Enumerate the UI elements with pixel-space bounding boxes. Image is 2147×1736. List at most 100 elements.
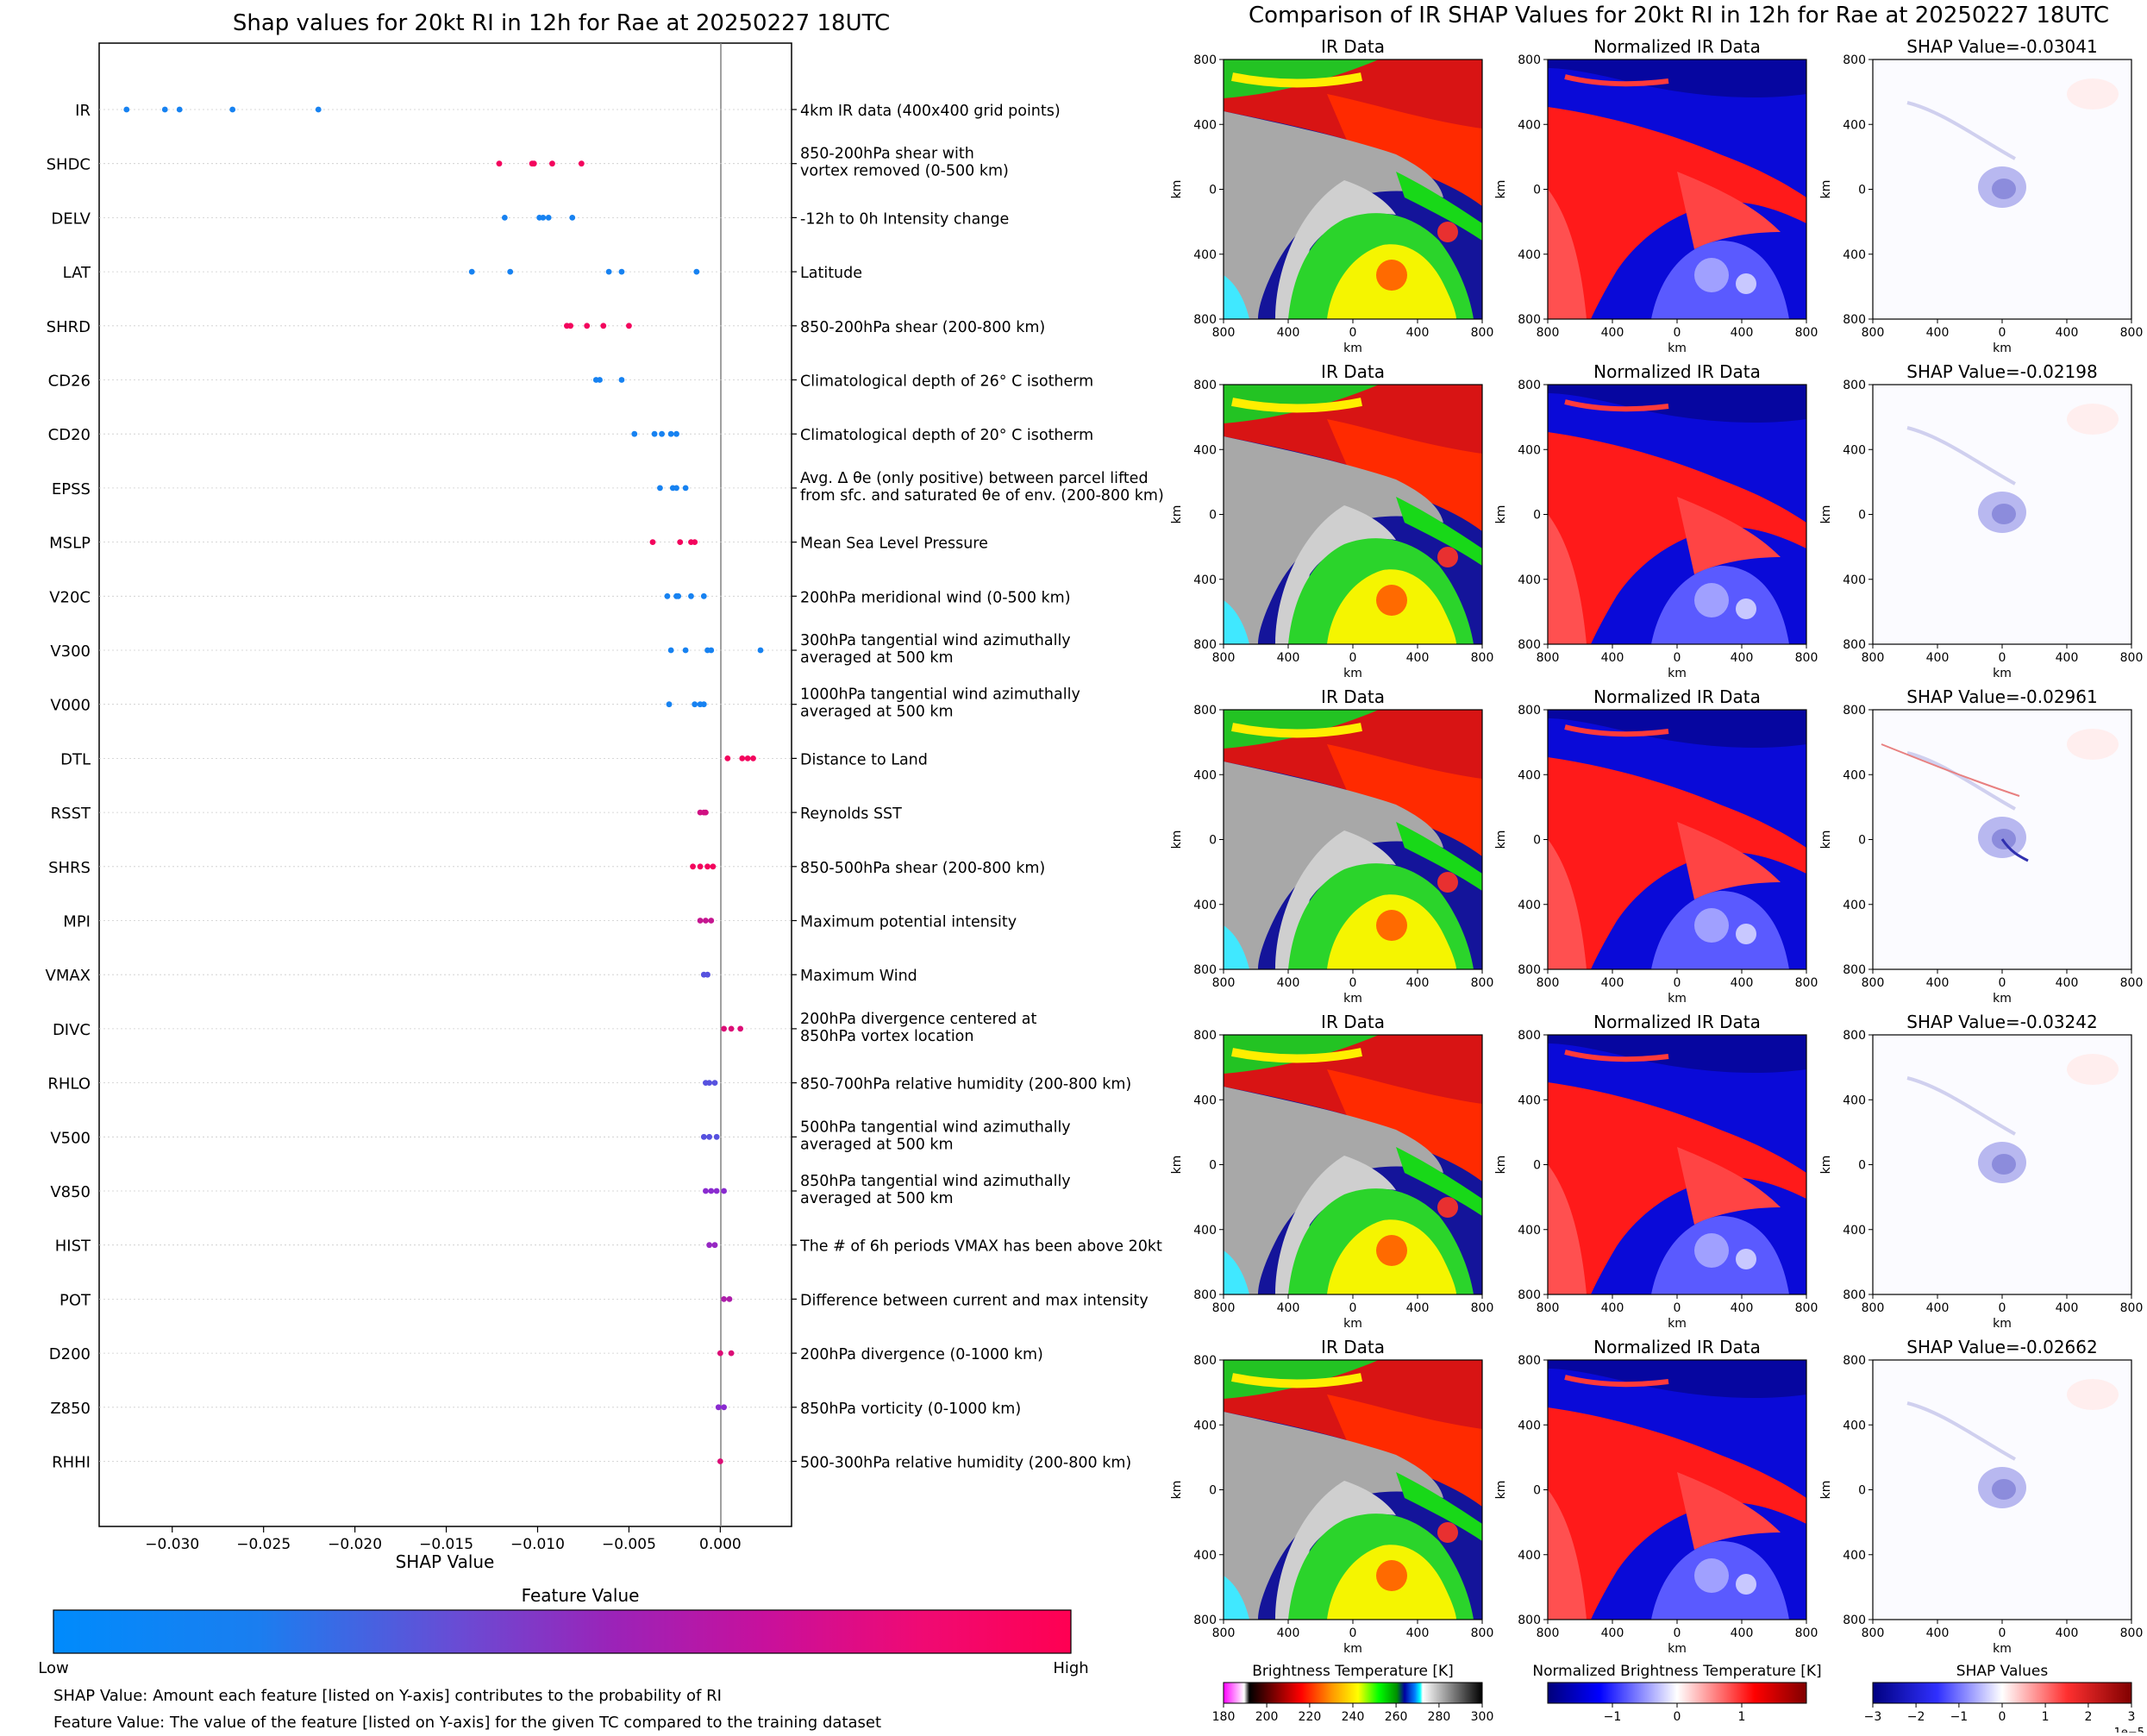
y-axis-label: km xyxy=(1819,830,1833,849)
colorbar-tick-label: −1 xyxy=(1604,1710,1622,1724)
feature-description-label: Distance to Land xyxy=(800,751,928,768)
shap-point xyxy=(540,215,547,221)
feature-name-label: LAT xyxy=(63,264,91,282)
panel-image xyxy=(1224,60,1482,319)
shap-point xyxy=(693,268,700,275)
feature-row: CD20 Climatological depth of 20° C isothe… xyxy=(48,426,1094,444)
y-tick-label: 400 xyxy=(1193,118,1217,132)
feature-description-label: 4km IR data (400x400 grid points) xyxy=(800,103,1061,120)
shap-point xyxy=(545,215,552,221)
shap-point xyxy=(728,1350,735,1357)
shap-point xyxy=(717,1458,723,1464)
shap-point xyxy=(692,539,698,545)
shap-point xyxy=(315,106,322,113)
shap-point xyxy=(700,701,707,708)
feature-description-label: 850-700hPa relative humidity (200-800 km… xyxy=(800,1076,1131,1094)
panel-image xyxy=(1873,60,2131,319)
shap-point xyxy=(123,106,130,113)
x-tick-label: 800 xyxy=(1537,326,1560,340)
feature-description-label: averaged at 500 km xyxy=(800,1136,954,1153)
feature-row: RHLO 850-700hPa relative humidity (200-80… xyxy=(47,1075,1131,1094)
feature-description-label: Maximum Wind xyxy=(800,968,917,985)
feature-name-label: V20C xyxy=(49,588,91,606)
x-tick-label: 0 xyxy=(1349,1626,1357,1640)
colorbar-tick-label: 300 xyxy=(1471,1710,1494,1724)
y-tick-label: 400 xyxy=(1193,1549,1217,1563)
shap-point xyxy=(708,1188,715,1194)
panel-title: SHAP Value=-0.03242 xyxy=(1906,1012,2097,1032)
y-tick-label: 800 xyxy=(1843,1288,1866,1302)
x-tick-label: 0 xyxy=(1999,1626,2006,1640)
shap-point xyxy=(176,106,183,113)
y-tick-label: 0 xyxy=(1533,834,1541,848)
x-axis-label: km xyxy=(1993,1642,2012,1656)
x-axis-label: km xyxy=(1668,992,1687,1006)
shap-point xyxy=(161,106,168,113)
y-tick-label: 800 xyxy=(1193,1288,1217,1302)
feature-row: RSST Reynolds SST xyxy=(51,805,903,823)
image-panel: Normalized IR Data8008004004000040040080… xyxy=(1494,1012,1818,1331)
shap-point xyxy=(715,1404,722,1411)
panel-image xyxy=(1224,1360,1482,1620)
feature-row: V000 1000hPa tangential wind azimuthallya… xyxy=(50,686,1080,721)
feature-description-label: averaged at 500 km xyxy=(800,1190,954,1207)
feature-row: VMAX Maximum Wind xyxy=(46,967,917,985)
shap-point xyxy=(704,863,710,870)
x-tick-label: 800 xyxy=(1471,651,1494,665)
y-tick-label: 400 xyxy=(1843,443,1866,457)
x-tick-label: 0 xyxy=(1999,326,2006,340)
panel-image xyxy=(1548,60,1806,319)
shap-point xyxy=(682,647,689,654)
feature-row: Z850 850hPa vorticity (0-1000 km) xyxy=(50,1400,1021,1418)
colorbar-tick-label: 0 xyxy=(1999,1710,2006,1724)
x-tick-label: 800 xyxy=(1862,326,1885,340)
panel-image xyxy=(1873,1360,2131,1620)
x-tick-label: 0 xyxy=(1674,651,1681,665)
shap-point xyxy=(618,377,625,383)
shap-point xyxy=(496,160,503,167)
x-tick-label: 400 xyxy=(2056,976,2079,990)
y-tick-label: 400 xyxy=(1193,443,1217,457)
feature-name-label: Z850 xyxy=(50,1400,91,1418)
x-tick-label: 400 xyxy=(1406,326,1430,340)
feature-name-label: DIVC xyxy=(53,1021,91,1039)
left-plot-frame xyxy=(98,42,792,1527)
y-tick-label: 400 xyxy=(1843,1094,1866,1107)
panel-title: Normalized IR Data xyxy=(1593,361,1761,382)
x-tick-label: 800 xyxy=(1862,1626,1885,1640)
x-axis-label: km xyxy=(1993,667,2012,680)
x-tick-label: 400 xyxy=(1926,651,1950,665)
x-tick-label: −0.015 xyxy=(419,1536,473,1553)
panel-image xyxy=(1548,385,1806,644)
x-axis-label: km xyxy=(1343,992,1362,1006)
shap-point xyxy=(721,1404,728,1411)
x-tick-label: 0 xyxy=(1999,976,2006,990)
feature-name-label: RSST xyxy=(51,805,91,823)
feature-row: RHHI 500-300hPa relative humidity (200-80… xyxy=(52,1454,1131,1472)
x-tick-label: 800 xyxy=(1795,326,1818,340)
y-tick-label: 800 xyxy=(1193,1029,1217,1043)
y-tick-label: 800 xyxy=(1843,1354,1866,1368)
x-tick-label: 400 xyxy=(1277,326,1300,340)
feature-description-label: -12h to 0h Intensity change xyxy=(800,210,1009,228)
x-tick-label: 400 xyxy=(2056,1626,2079,1640)
y-tick-label: 800 xyxy=(1518,638,1541,652)
shap-point xyxy=(728,1025,735,1032)
y-tick-label: 400 xyxy=(1843,118,1866,132)
x-tick-label: 800 xyxy=(1862,1301,1885,1315)
feature-description-label: from sfc. and saturated θe of env. (200-… xyxy=(800,487,1164,505)
image-panel: SHAP Value=-0.02198800800400400004004008… xyxy=(1819,361,2143,680)
feature-name-label: CD26 xyxy=(48,373,91,391)
feature-row: D200 200hPa divergence (0-1000 km) xyxy=(49,1345,1043,1363)
shap-point xyxy=(706,1080,713,1086)
colorbar-tick-label: −2 xyxy=(1907,1710,1925,1724)
shap-point xyxy=(667,430,674,437)
feature-row: MSLP Mean Sea Level Pressure xyxy=(49,535,988,553)
shap-point xyxy=(721,1296,728,1302)
y-tick-label: 800 xyxy=(1193,313,1217,327)
x-tick-label: 800 xyxy=(1471,326,1494,340)
feature-description-label: 850-200hPa shear (200-800 km) xyxy=(800,319,1045,336)
feature-description-label: 850-200hPa shear with xyxy=(800,146,974,163)
y-axis-label: km xyxy=(1819,1156,1833,1175)
